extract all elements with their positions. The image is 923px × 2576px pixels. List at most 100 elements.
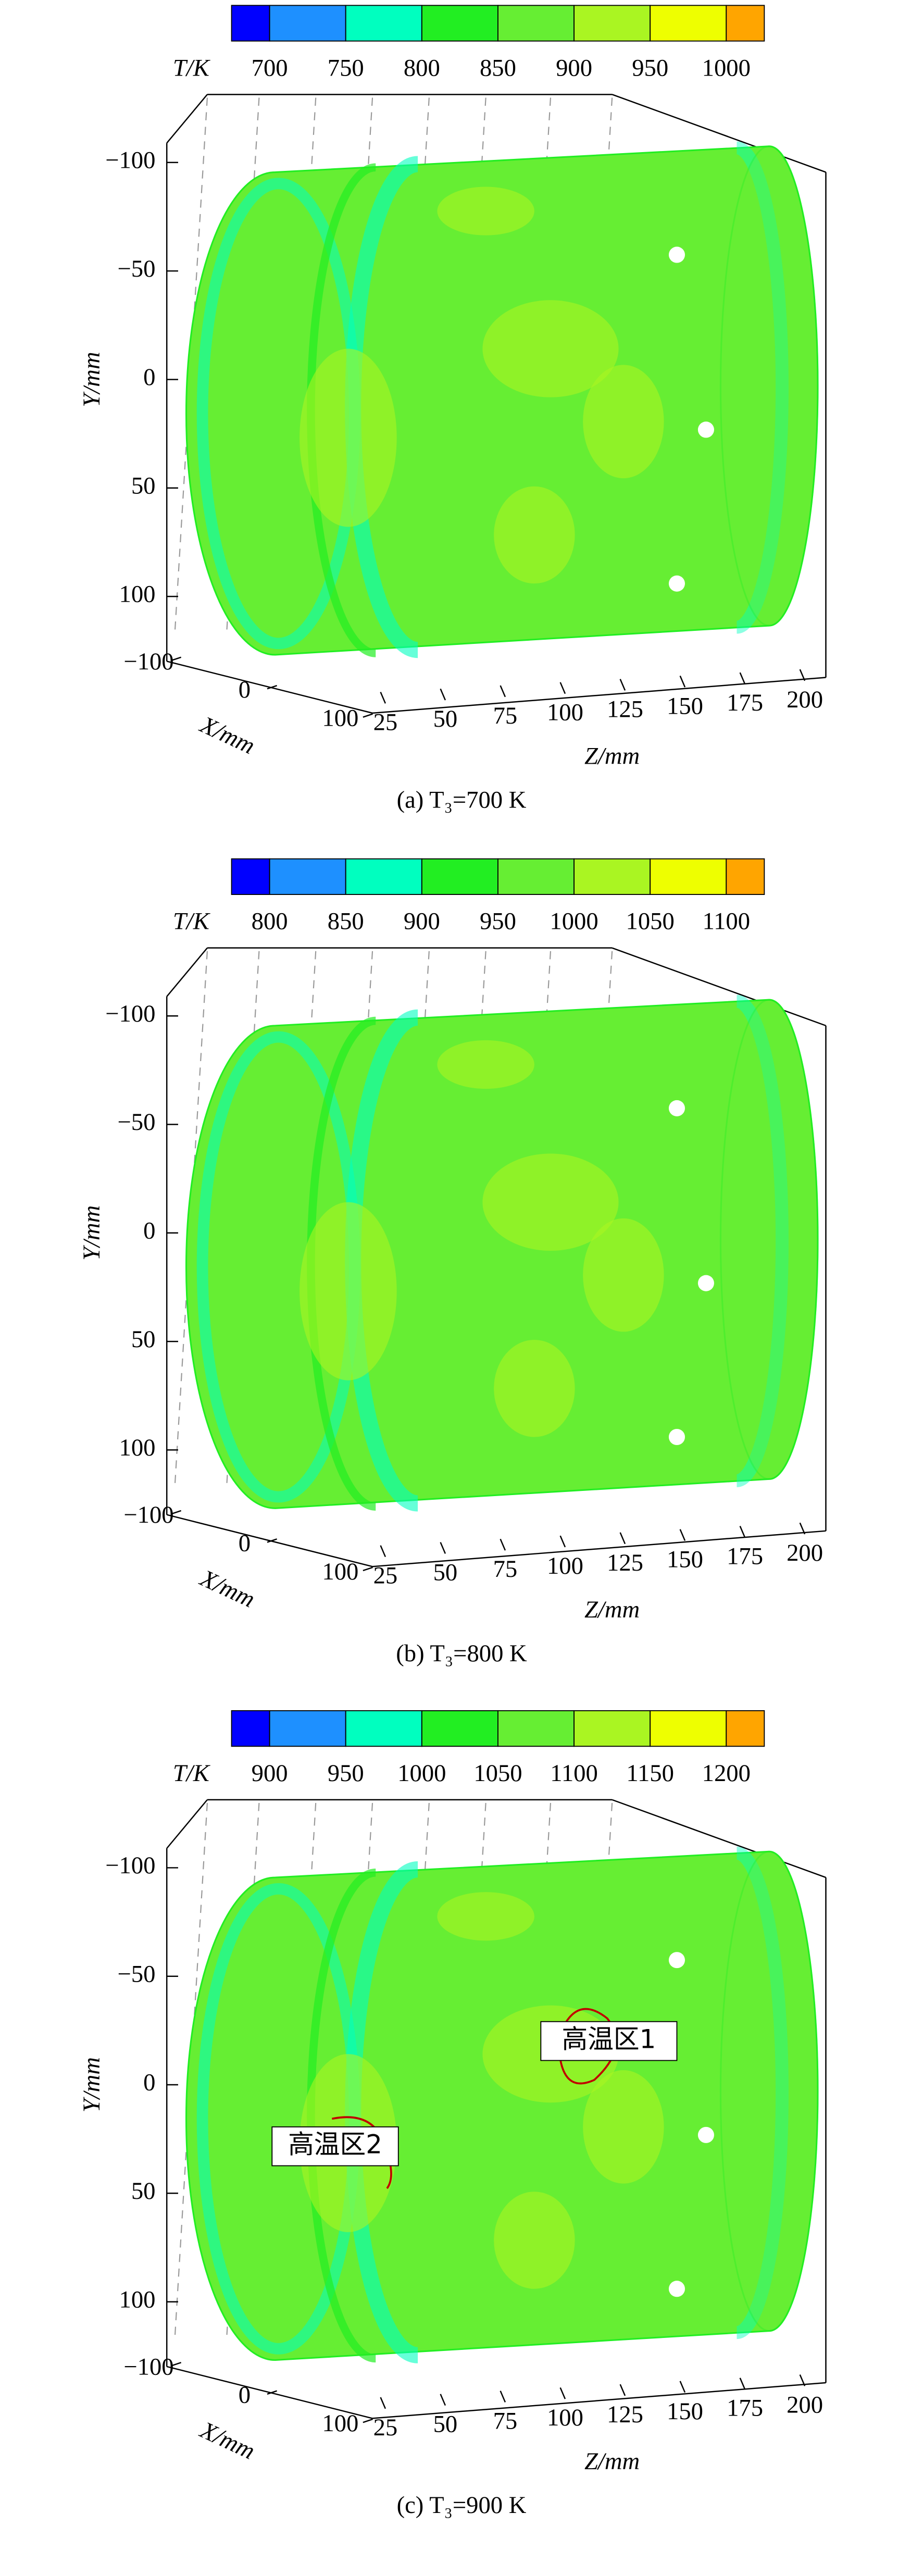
z-tick xyxy=(799,669,806,681)
z-tick-label: 150 xyxy=(667,2398,703,2425)
hot-patch xyxy=(300,349,397,527)
x-tick-label: 100 xyxy=(322,1558,358,1585)
axis-frame xyxy=(166,947,208,997)
z-tick-label: 100 xyxy=(547,699,583,726)
cylinder-right-band xyxy=(736,1847,789,2339)
hot-patch xyxy=(437,186,534,235)
hot-patch xyxy=(300,1202,397,1380)
x-tick xyxy=(267,1538,277,1543)
colorbar-tick-label: 1100 xyxy=(703,908,751,935)
z-tick xyxy=(500,1538,506,1551)
y-tick-label: 0 xyxy=(143,1217,155,1245)
z-tick-label: 25 xyxy=(373,1562,398,1589)
z-tick xyxy=(679,2381,686,2393)
axis-frame xyxy=(166,661,373,714)
z-tick xyxy=(440,1542,446,1554)
colorbar-box xyxy=(269,858,346,895)
y-tick-label: 50 xyxy=(131,1326,156,1353)
colorbar-tick-label: 800 xyxy=(252,908,288,935)
hot-patch xyxy=(583,2070,664,2184)
colorbar-box xyxy=(231,1710,270,1747)
z-tick-label: 25 xyxy=(373,2414,398,2441)
colorbar-tick-label: 1000 xyxy=(397,1760,446,1787)
x-axis-label: X/mm xyxy=(195,711,259,760)
y-tick-label: −100 xyxy=(105,1852,155,1879)
z-tick xyxy=(380,691,386,704)
z-tick-label: 75 xyxy=(493,2407,518,2434)
colorbar-tick-label: 1000 xyxy=(550,908,598,935)
z-tick xyxy=(619,679,626,691)
colorbar-tick-label: 950 xyxy=(480,908,516,935)
cylinder-right-band xyxy=(736,994,789,1487)
x-tick xyxy=(171,656,182,662)
hole xyxy=(668,1428,685,1446)
panel: T/K 800 850 900 950 1000 1050 1100−100−50050100… xyxy=(78,858,827,1667)
annotation: 高温区2 xyxy=(288,2130,382,2160)
colorbar-box xyxy=(573,1710,651,1747)
axis-frame xyxy=(166,1799,208,1849)
colorbar-box xyxy=(497,5,575,42)
hot-patch xyxy=(494,2192,575,2289)
colorbar-box xyxy=(269,5,346,42)
x-tick-label: 100 xyxy=(322,2410,358,2437)
hole xyxy=(697,2126,714,2143)
z-tick xyxy=(799,1522,806,1535)
axis-frame xyxy=(166,1514,373,1567)
colorbar-tick-label: 1050 xyxy=(473,1760,522,1787)
y-tick-label: −50 xyxy=(118,1109,156,1136)
axis-frame xyxy=(372,1530,826,1567)
colorbar-box xyxy=(650,5,727,42)
caption: (c) T₃=900 K xyxy=(397,2492,527,2519)
z-tick xyxy=(559,682,566,694)
annotation-box xyxy=(271,2126,399,2167)
z-tick-label: 200 xyxy=(787,1539,823,1566)
y-tick-label: 50 xyxy=(131,472,156,499)
colorbar-box xyxy=(497,1710,575,1747)
colorbar-tick-label: 900 xyxy=(556,54,592,81)
colorbar-tick-label: 900 xyxy=(404,908,440,935)
z-axis-label: Z/mm xyxy=(584,2448,640,2475)
z-tick xyxy=(739,1525,746,1538)
z-tick-label: 175 xyxy=(727,689,763,716)
panel: T/K 700 750 800 850 900 950 1000−100−50050100Y/… xyxy=(78,5,827,814)
colorbar-box xyxy=(421,858,498,895)
z-tick xyxy=(380,2397,386,2409)
z-tick-label: 75 xyxy=(493,1555,518,1583)
z-tick-label: 50 xyxy=(433,705,458,732)
z-tick xyxy=(739,2378,746,2390)
z-tick xyxy=(619,2384,626,2396)
axis-frame xyxy=(166,2366,373,2419)
x-tick xyxy=(267,2390,277,2395)
axis-frame xyxy=(372,677,826,714)
x-tick xyxy=(363,713,373,718)
y-tick-label: 100 xyxy=(119,2286,156,2313)
colorbar-box xyxy=(421,1710,498,1747)
hole xyxy=(668,1100,685,1116)
y-tick-label: −50 xyxy=(118,255,156,282)
hot-patch xyxy=(583,1218,664,1332)
panel: T/K 900 950 1000 1050 1100 1150 1200−100−500501… xyxy=(78,1710,827,2519)
hot-patch xyxy=(437,1040,534,1089)
hole xyxy=(668,2281,685,2297)
colorbar-box xyxy=(726,858,765,895)
z-tick xyxy=(500,685,506,698)
cylinder-right-end xyxy=(719,1850,819,2332)
z-tick-label: 50 xyxy=(433,1559,458,1586)
z-tick-label: 125 xyxy=(607,2401,643,2428)
x-tick xyxy=(363,1566,373,1572)
hot-patch xyxy=(494,486,575,584)
colorbar-title: T/K xyxy=(173,1760,211,1787)
z-tick xyxy=(559,2387,566,2399)
caption: (a) T₃=700 K xyxy=(397,787,527,814)
z-tick-label: 175 xyxy=(727,2395,763,2422)
x-tick xyxy=(363,2418,373,2423)
z-tick-label: 100 xyxy=(547,1552,583,1579)
colorbar-tick-label: 850 xyxy=(480,54,516,81)
colorbar-box xyxy=(726,1710,765,1747)
colorbar-box xyxy=(726,5,765,42)
z-tick xyxy=(679,675,686,688)
hole xyxy=(697,421,714,438)
z-tick xyxy=(619,1532,626,1545)
